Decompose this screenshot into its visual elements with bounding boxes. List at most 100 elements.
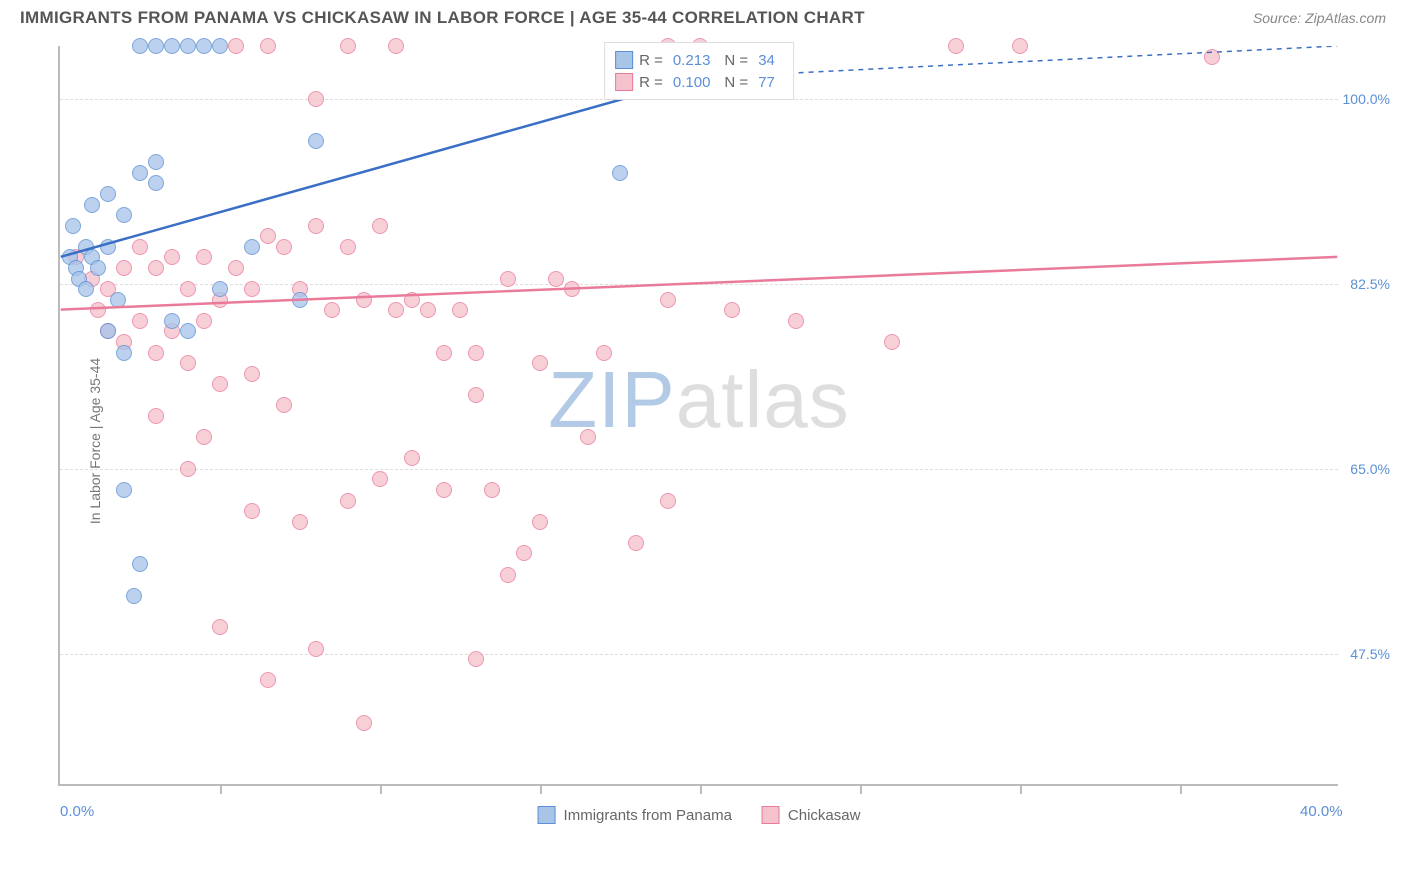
- x-tick: [220, 784, 222, 794]
- data-point: [100, 239, 116, 255]
- data-point: [276, 397, 292, 413]
- x-tick-label: 0.0%: [60, 803, 94, 820]
- data-point: [212, 281, 228, 297]
- y-tick-label: 47.5%: [1350, 646, 1390, 662]
- data-point: [132, 38, 148, 54]
- data-point: [484, 482, 500, 498]
- data-point: [628, 535, 644, 551]
- data-point: [356, 715, 372, 731]
- data-point: [244, 281, 260, 297]
- data-point: [126, 588, 142, 604]
- chart-container: IMMIGRANTS FROM PANAMA VS CHICKASAW IN L…: [0, 0, 1406, 892]
- x-tick-label: 40.0%: [1300, 803, 1343, 820]
- legend-item: Chickasaw: [762, 806, 861, 824]
- data-point: [340, 239, 356, 255]
- data-point: [372, 218, 388, 234]
- trend-lines: [60, 46, 1338, 784]
- data-point: [308, 218, 324, 234]
- data-point: [116, 345, 132, 361]
- data-point: [468, 345, 484, 361]
- data-point: [116, 207, 132, 223]
- x-tick: [1180, 784, 1182, 794]
- data-point: [84, 197, 100, 213]
- data-point: [420, 302, 436, 318]
- data-point: [404, 450, 420, 466]
- data-point: [468, 387, 484, 403]
- swatch-icon: [538, 806, 556, 824]
- data-point: [308, 641, 324, 657]
- data-point: [468, 651, 484, 667]
- data-point: [196, 313, 212, 329]
- data-point: [116, 260, 132, 276]
- data-point: [244, 366, 260, 382]
- legend-row: R = 0.100 N = 77: [615, 71, 783, 93]
- data-point: [884, 334, 900, 350]
- data-point: [90, 302, 106, 318]
- data-point: [164, 38, 180, 54]
- data-point: [132, 165, 148, 181]
- plot-area: ZIPatlas R = 0.213 N = 34 R = 0.100 N = …: [58, 46, 1338, 786]
- data-point: [196, 38, 212, 54]
- data-point: [78, 281, 94, 297]
- legend-r-label: R =: [639, 74, 663, 91]
- data-point: [532, 514, 548, 530]
- data-point: [532, 355, 548, 371]
- data-point: [1204, 49, 1220, 65]
- legend-n-label: N =: [724, 52, 748, 69]
- y-tick-label: 65.0%: [1350, 461, 1390, 477]
- correlation-legend: R = 0.213 N = 34 R = 0.100 N = 77: [604, 42, 794, 100]
- legend-n-label: N =: [724, 74, 748, 91]
- data-point: [148, 260, 164, 276]
- data-point: [500, 271, 516, 287]
- data-point: [132, 239, 148, 255]
- data-point: [340, 493, 356, 509]
- data-point: [212, 619, 228, 635]
- data-point: [65, 218, 81, 234]
- data-point: [100, 323, 116, 339]
- data-point: [212, 38, 228, 54]
- y-tick-label: 100.0%: [1343, 91, 1390, 107]
- x-tick: [860, 784, 862, 794]
- data-point: [196, 249, 212, 265]
- watermark-atlas: atlas: [676, 355, 850, 444]
- data-point: [148, 175, 164, 191]
- gridline: [60, 654, 1338, 655]
- data-point: [148, 345, 164, 361]
- data-point: [612, 165, 628, 181]
- data-point: [596, 345, 612, 361]
- data-point: [580, 429, 596, 445]
- data-point: [660, 493, 676, 509]
- data-point: [436, 482, 452, 498]
- swatch-icon: [762, 806, 780, 824]
- data-point: [308, 91, 324, 107]
- legend-r-label: R =: [639, 52, 663, 69]
- data-point: [90, 260, 106, 276]
- data-point: [180, 355, 196, 371]
- data-point: [116, 482, 132, 498]
- legend-n-value: 77: [758, 74, 775, 91]
- data-point: [1012, 38, 1028, 54]
- data-point: [244, 503, 260, 519]
- data-point: [100, 186, 116, 202]
- data-point: [180, 323, 196, 339]
- data-point: [196, 429, 212, 445]
- data-point: [548, 271, 564, 287]
- data-point: [132, 313, 148, 329]
- data-point: [500, 567, 516, 583]
- data-point: [660, 292, 676, 308]
- data-point: [180, 461, 196, 477]
- data-point: [148, 408, 164, 424]
- legend-r-value: 0.100: [673, 74, 711, 91]
- chart-title: IMMIGRANTS FROM PANAMA VS CHICKASAW IN L…: [20, 8, 865, 28]
- data-point: [164, 313, 180, 329]
- data-point: [164, 249, 180, 265]
- legend-item: Immigrants from Panama: [538, 806, 732, 824]
- y-tick-label: 82.5%: [1350, 276, 1390, 292]
- data-point: [110, 292, 126, 308]
- data-point: [452, 302, 468, 318]
- data-point: [132, 556, 148, 572]
- data-point: [372, 471, 388, 487]
- data-point: [260, 672, 276, 688]
- data-point: [724, 302, 740, 318]
- data-point: [324, 302, 340, 318]
